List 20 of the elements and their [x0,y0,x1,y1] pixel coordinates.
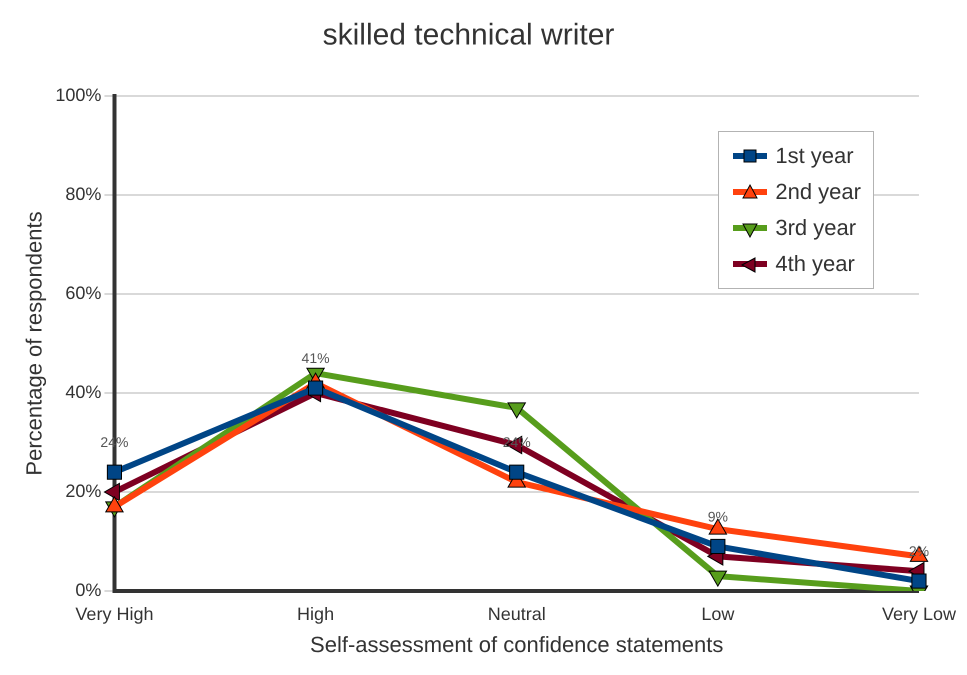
y-tick-label: 60% [65,282,102,303]
legend-label: 2nd year [775,179,861,205]
x-tick-label: Very High [75,604,154,624]
x-axis-title: Self-assessment of confidence statements [310,632,724,657]
y-tick-label: 100% [55,84,102,105]
data-label: 9% [708,508,728,524]
legend-label: 3rd year [775,215,856,241]
chart-title: skilled technical writer [322,18,614,52]
legend-label: 4th year [775,251,855,277]
y-axis-title: Percentage of respondents [21,211,46,476]
x-tick-label: High [297,604,334,624]
y-tick-label: 40% [65,382,102,402]
x-tick-label: Low [701,604,736,624]
y-tick-label: 80% [65,184,102,204]
legend-label: 1st year [775,143,854,169]
x-tick-label: Neutral [488,604,546,624]
y-tick-label: 20% [65,480,102,501]
y-tick-label: 0% [75,580,102,600]
data-label: 41% [302,350,330,366]
x-tick-label: Very Low [882,604,957,624]
